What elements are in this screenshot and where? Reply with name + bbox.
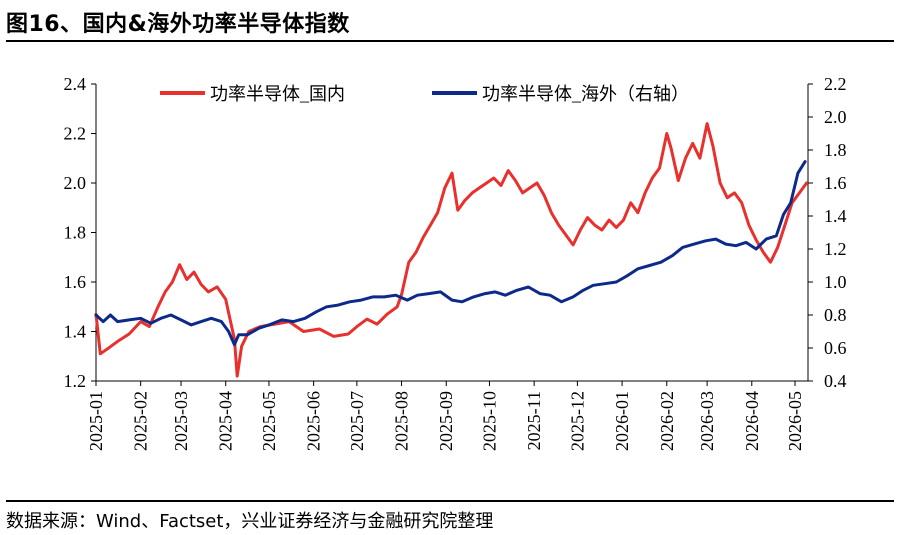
x-tick-label: 2025-12 (567, 391, 587, 451)
x-tick-label: 2025-01 (86, 391, 106, 451)
chart-axes: 1.2 1.4 1.6 1.8 2.0 2.2 2.4 0.4 0.6 0.8 1.0 1.2 1.4 1… (64, 74, 847, 451)
right-y-tick-label: 0.4 (824, 371, 847, 391)
x-tick-label: 2025-10 (479, 391, 499, 451)
left-y-tick-label: 2.4 (64, 74, 87, 94)
right-y-tick-label: 1.4 (824, 206, 847, 226)
legend-label-domestic: 功率半导体_国内 (210, 84, 345, 104)
x-tick-label: 2025-03 (171, 391, 191, 451)
x-tick-label: 2025-05 (259, 391, 279, 451)
left-y-tick-label: 1.2 (64, 371, 87, 391)
right-y-tick-label: 1.6 (824, 173, 847, 193)
x-tick-label: 2025-06 (304, 391, 324, 451)
x-tick-label: 2025-08 (392, 391, 412, 451)
left-y-tick-label: 2.2 (64, 124, 87, 144)
x-tick-label: 2026-03 (697, 391, 717, 451)
page-title: 图16、国内&海外功率半导体指数 (6, 12, 350, 37)
chart-legend: 功率半导体_国内 功率半导体_海外（右轴） (160, 84, 689, 104)
right-y-tick-label: 2.2 (824, 74, 847, 94)
left-y-tick-label: 1.6 (64, 272, 87, 292)
x-tick-label: 2025-02 (131, 391, 151, 451)
title-divider (6, 40, 894, 42)
x-tick-label: 2026-04 (742, 391, 762, 451)
x-tick-label: 2025-11 (524, 391, 544, 450)
right-y-tick-label: 1.0 (824, 272, 847, 292)
right-y-tick-label: 0.6 (824, 338, 847, 358)
right-y-tick-label: 1.8 (824, 140, 847, 160)
x-tick-label: 2025-07 (347, 391, 367, 451)
source-note: 数据来源：Wind、Factset，兴业证券经济与金融研究院整理 (6, 511, 494, 532)
plot-area (94, 122, 809, 378)
right-y-tick-label: 1.2 (824, 239, 847, 259)
source-divider (6, 500, 894, 502)
left-y-tick-label: 2.0 (64, 173, 87, 193)
x-tick-label: 2026-01 (612, 391, 632, 451)
right-y-tick-label: 0.8 (824, 305, 847, 325)
series-line-domestic (94, 122, 809, 378)
series-line-overseas (94, 160, 807, 347)
left-y-tick-label: 1.8 (64, 223, 87, 243)
legend-label-overseas: 功率半导体_海外（右轴） (482, 84, 689, 104)
x-tick-label: 2026-05 (785, 391, 805, 451)
left-y-tick-label: 1.4 (64, 322, 87, 342)
right-y-tick-label: 2.0 (824, 107, 847, 127)
x-tick-label: 2025-04 (216, 391, 236, 451)
x-tick-label: 2025-09 (436, 391, 456, 451)
x-tick-label: 2026-02 (657, 391, 677, 451)
